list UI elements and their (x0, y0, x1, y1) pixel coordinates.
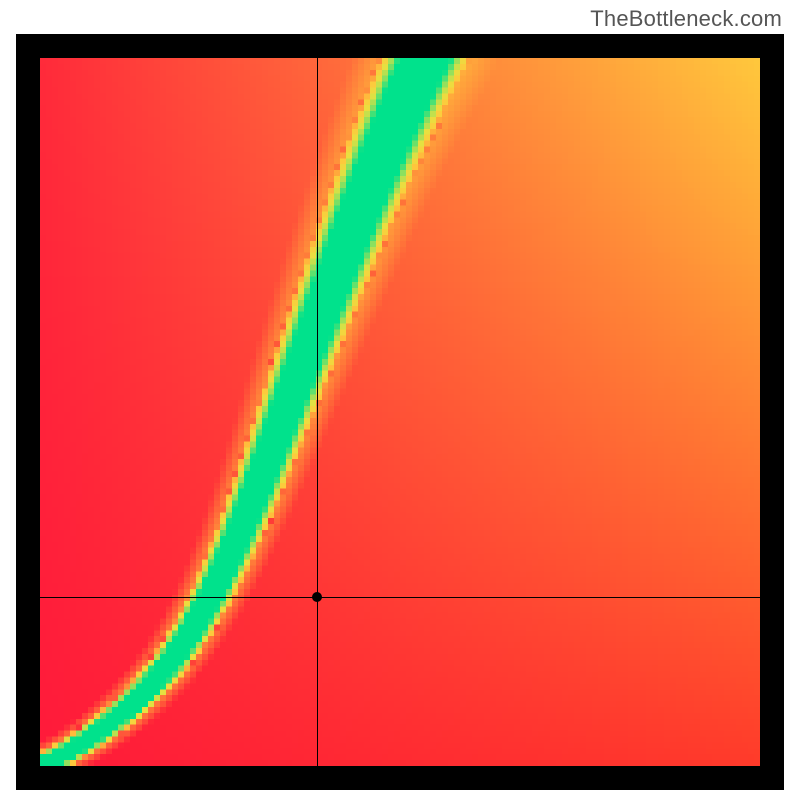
chart-frame (16, 34, 784, 790)
heatmap-canvas (40, 58, 760, 766)
watermark-text: TheBottleneck.com (590, 6, 782, 32)
heatmap-plot-area (40, 58, 760, 766)
